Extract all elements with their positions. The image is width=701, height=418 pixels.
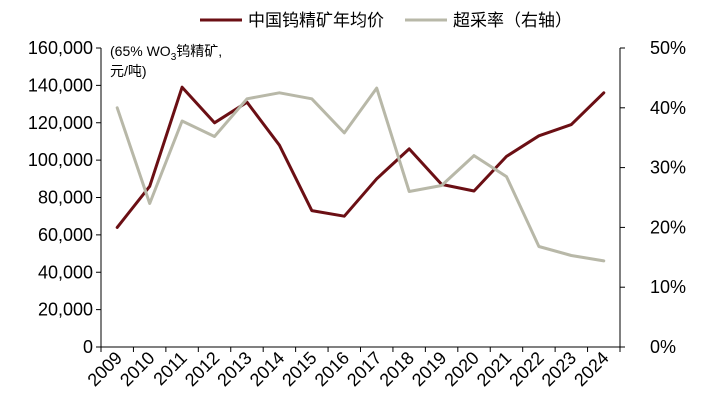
left-axis-unit-line2: 元/吨) <box>110 63 147 79</box>
x-tick-label: 2017 <box>343 348 385 390</box>
x-tick-label: 2016 <box>311 348 353 390</box>
left-axis-unit-pre: (65% WO <box>110 43 171 59</box>
left-axis-unit-line1: (65% WO3钨精矿, <box>110 43 222 63</box>
left-tick-label: 40,000 <box>38 262 93 282</box>
plot-area: 0 20,000 40,000 60,000 80,000 100,000 120,000 1… <box>28 38 686 390</box>
x-tick-label: 2018 <box>376 348 418 390</box>
left-tick-label: 0 <box>83 337 93 357</box>
left-tick-label: 80,000 <box>38 188 93 208</box>
right-tick-label: 20% <box>650 217 686 237</box>
x-tick-label: 2024 <box>570 348 612 390</box>
legend-label-price: 中国钨精矿年均价 <box>248 11 384 30</box>
x-tick-label: 2019 <box>408 348 450 390</box>
right-tick-label: 40% <box>650 98 686 118</box>
left-axis-unit-label: (65% WO3钨精矿, 元/吨) <box>110 43 222 79</box>
left-tick-label: 160,000 <box>28 38 93 58</box>
legend-label-overmining: 超采率（右轴） <box>453 11 572 30</box>
left-tick-label: 60,000 <box>38 225 93 245</box>
left-tick-label: 140,000 <box>28 75 93 95</box>
series-line-overmining <box>115 86 606 263</box>
left-axis-unit-post: 钨精矿, <box>176 43 222 59</box>
x-tick-label: 2013 <box>213 348 255 390</box>
x-tick-label: 2014 <box>246 348 288 390</box>
left-tick-label: 120,000 <box>28 113 93 133</box>
legend: 中国钨精矿年均价 超采率（右轴） <box>200 11 572 30</box>
x-tick-label: 2015 <box>278 348 320 390</box>
x-tick-label: 2010 <box>116 348 158 390</box>
x-tick-label: 2011 <box>149 348 191 390</box>
x-tick-label: 2023 <box>538 348 580 390</box>
right-tick-label: 50% <box>650 38 686 58</box>
left-tick-label: 100,000 <box>28 150 93 170</box>
left-tick-label: 20,000 <box>38 300 93 320</box>
x-tick-label: 2012 <box>181 348 223 390</box>
left-axis-unit-sub: 3 <box>171 52 177 63</box>
right-tick-label: 0% <box>650 337 676 357</box>
right-tick-label: 10% <box>650 277 686 297</box>
series-line-price <box>115 85 606 229</box>
x-tick-label: 2020 <box>440 348 482 390</box>
x-tick-label: 2021 <box>473 348 515 390</box>
x-tick-label: 2022 <box>505 348 547 390</box>
right-tick-label: 30% <box>650 158 686 178</box>
